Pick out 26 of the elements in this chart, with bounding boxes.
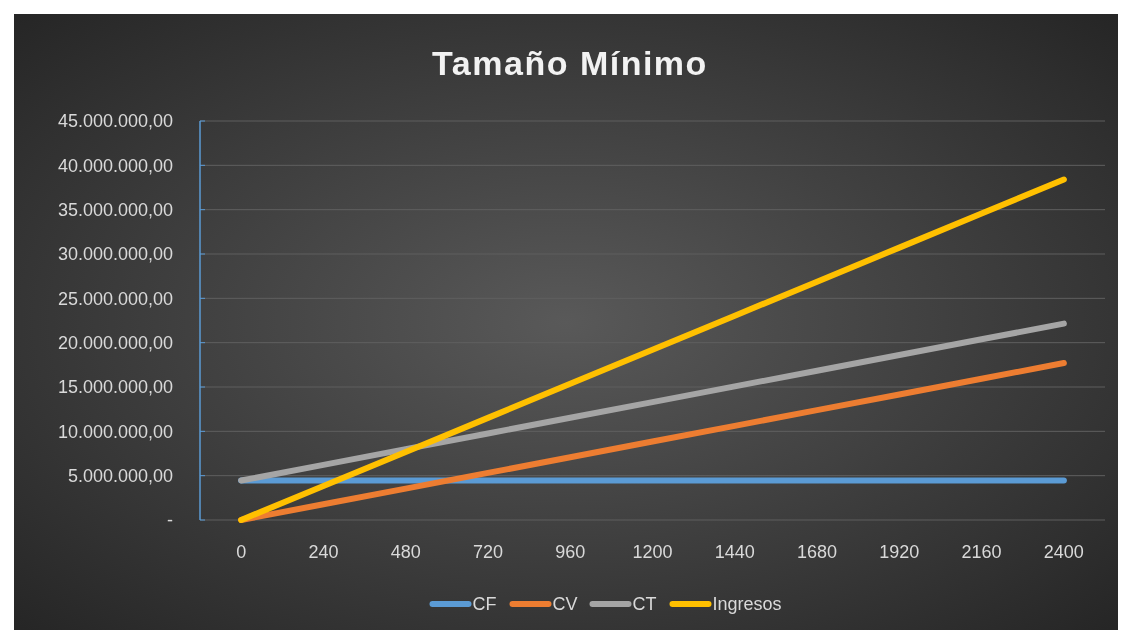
y-tick-label: 30.000.000,00 xyxy=(57,244,173,265)
y-tick-label: 25.000.000,00 xyxy=(57,288,173,309)
legend-label: CT xyxy=(632,594,657,615)
y-tick-label: 40.000.000,00 xyxy=(57,155,173,176)
legend-label: CV xyxy=(552,594,578,615)
x-tick-label: 1200 xyxy=(632,542,673,562)
legend-label: CF xyxy=(472,594,497,615)
y-tick-label: - xyxy=(167,510,173,531)
x-tick-label: 960 xyxy=(555,542,586,562)
chart-title: Tamaño Mínimo xyxy=(432,44,708,82)
x-tick-label: 1440 xyxy=(714,542,755,562)
x-tick-label: 720 xyxy=(472,542,503,562)
y-tick-label: 10.000.000,00 xyxy=(57,421,173,442)
x-tick-label: 2400 xyxy=(1043,542,1084,562)
x-tick-label: 2160 xyxy=(961,542,1002,562)
x-tick-label: 1920 xyxy=(879,542,920,562)
x-tick-label: 480 xyxy=(390,542,421,562)
y-tick-label: 20.000.000,00 xyxy=(57,332,173,353)
x-tick-label: 240 xyxy=(308,542,339,562)
y-tick-label: 5.000.000,00 xyxy=(67,465,173,486)
x-tick-label: 0 xyxy=(236,542,247,562)
y-tick-label: 45.000.000,00 xyxy=(57,111,173,132)
y-tick-label: 15.000.000,00 xyxy=(57,377,173,398)
y-tick-label: 35.000.000,00 xyxy=(57,199,173,220)
x-tick-label: 1680 xyxy=(797,542,838,562)
legend-label: Ingresos xyxy=(712,594,782,615)
